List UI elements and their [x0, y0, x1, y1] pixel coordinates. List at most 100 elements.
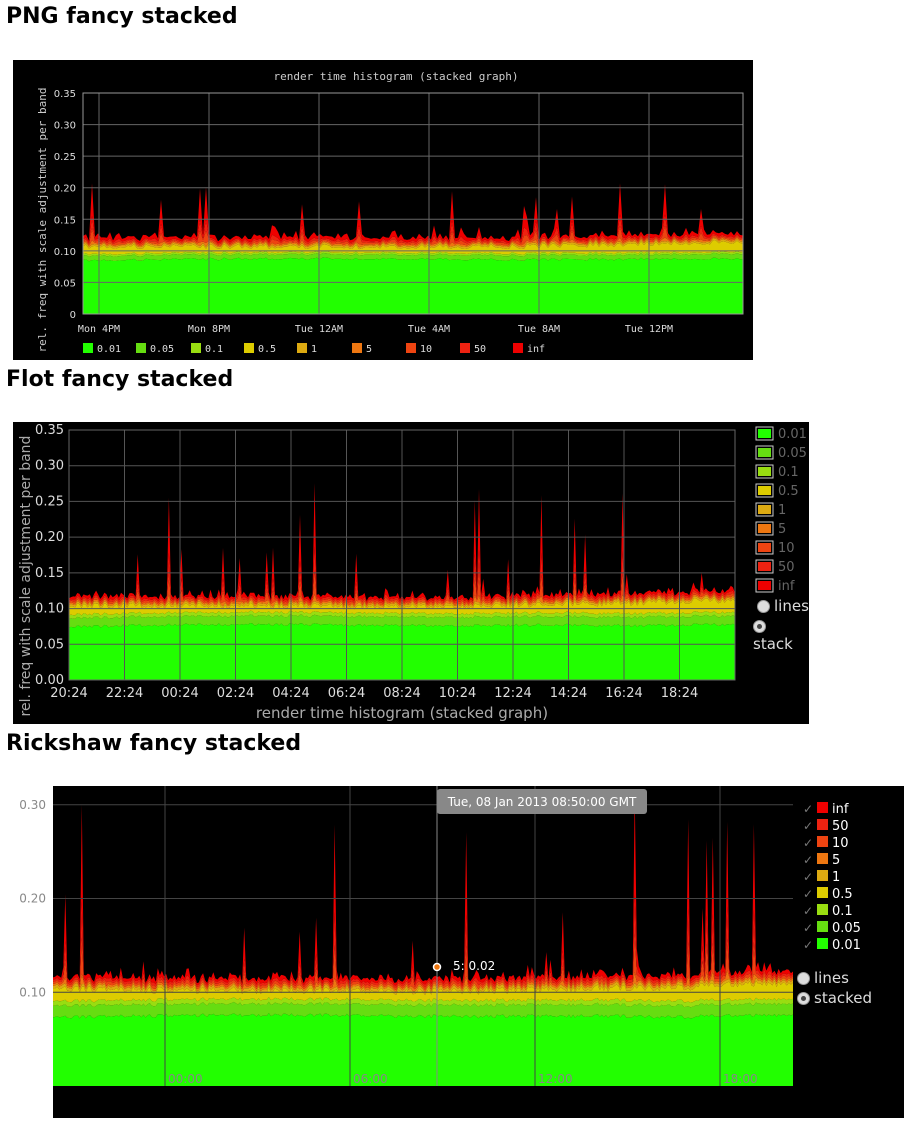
flot-lines-label: lines — [774, 597, 809, 615]
png-x-tick: Tue 4AM — [408, 324, 450, 335]
flot-y-tick: 0.35 — [35, 423, 64, 438]
flot-lines-radio[interactable] — [757, 600, 770, 613]
flot-legend-label: 0.1 — [778, 465, 799, 480]
png-y-tick: 0.35 — [54, 89, 76, 100]
rickshaw-legend-label: 5 — [832, 853, 840, 868]
png-y-tick: 0.05 — [54, 278, 76, 289]
rickshaw-legend-check: ✓ — [803, 938, 813, 952]
rickshaw-legend-swatch-5 — [817, 853, 828, 864]
flot-y-tick: 0.20 — [35, 530, 64, 545]
png-legend-swatch-1 — [297, 343, 307, 353]
flot-x-tick: 20:24 — [50, 686, 87, 701]
png-x-tick: Tue 12AM — [295, 324, 343, 335]
flot-legend-label: 0.05 — [778, 446, 807, 461]
png-legend-label: 0.5 — [258, 344, 276, 355]
rickshaw-legend-swatch-0_5 — [817, 887, 828, 898]
flot-x-tick: 06:24 — [328, 686, 365, 701]
png-frame — [82, 92, 744, 315]
png-x-tick: Mon 4PM — [78, 324, 120, 335]
png-y-tick: 0.10 — [54, 247, 76, 258]
rick-y-tick: 0.10 — [19, 985, 46, 999]
rickshaw-stacked-radio[interactable] — [797, 992, 810, 1005]
flot-chart: render time histogram (stacked graph) re… — [13, 422, 809, 724]
rickshaw-legend-check: ✓ — [803, 921, 813, 935]
rickshaw-legend-label: 1 — [832, 870, 840, 885]
flot-stack-radio[interactable] — [753, 620, 766, 633]
png-legend-swatch-10 — [406, 343, 416, 353]
png-area-0_1 — [83, 251, 743, 257]
png-legend-swatch-50 — [460, 343, 470, 353]
flot-y-tick: 0.10 — [35, 602, 64, 617]
png-background — [13, 60, 753, 360]
flot-legend-label: 10 — [778, 541, 795, 556]
rickshaw-legend-swatch-10 — [817, 836, 828, 847]
png-area-1 — [83, 238, 743, 250]
flot-x-tick: 12:24 — [494, 686, 531, 701]
rickshaw-stacked-label: stacked — [814, 989, 873, 1007]
rickshaw-legend-swatch-inf — [817, 802, 828, 813]
png-y-tick: 0.25 — [54, 152, 76, 163]
rick-y-tick: 0.30 — [19, 798, 46, 812]
flot-legend-label: 1 — [778, 503, 786, 518]
flot-legend-swatch-0_5 — [758, 486, 771, 495]
rick-area-0_1 — [53, 997, 793, 1008]
rickshaw-legend-swatch-0_01 — [817, 938, 828, 949]
png-legend-swatch-0_05 — [136, 343, 146, 353]
flot-section-title: Flot fancy stacked — [6, 367, 234, 392]
rick-area-10 — [53, 933, 793, 991]
rickshaw-legend-label: 10 — [832, 836, 849, 851]
flot-legend-swatch-10 — [758, 543, 771, 552]
flot-stack-option[interactable]: stack — [753, 617, 805, 653]
rickshaw-tooltip: Tue, 08 Jan 2013 08:50:00 GMT — [447, 795, 637, 809]
flot-x-axis-label: render time histogram (stacked graph) — [256, 704, 548, 722]
rickshaw-lines-option[interactable]: lines — [797, 969, 849, 987]
png-y-tick: 0.15 — [54, 215, 76, 226]
flot-legend-swatch-0_01 — [758, 429, 771, 438]
flot-x-tick: 14:24 — [550, 686, 587, 701]
png-legend-swatch-0_01 — [83, 343, 93, 353]
flot-legend-swatch-0_05 — [758, 448, 771, 457]
rickshaw-legend-swatch-1 — [817, 870, 828, 881]
flot-x-tick: 18:24 — [661, 686, 698, 701]
rickshaw-legend-label: 0.01 — [832, 938, 861, 953]
png-x-tick: Mon 8PM — [188, 324, 230, 335]
flot-legend-label: 50 — [778, 560, 795, 575]
flot-lines-option[interactable]: lines — [757, 597, 809, 615]
png-section-title: PNG fancy stacked — [6, 4, 238, 29]
rickshaw-legend-label: inf — [832, 802, 849, 817]
rick-x-tick: 18:00 — [723, 1072, 758, 1086]
rickshaw-legend-check: ✓ — [803, 870, 813, 884]
rickshaw-legend-check: ✓ — [803, 887, 813, 901]
rickshaw-legend-label: 0.1 — [832, 904, 853, 919]
rickshaw-lines-radio[interactable] — [797, 972, 810, 985]
flot-y-tick: 0.15 — [35, 566, 64, 581]
flot-x-tick: 04:24 — [272, 686, 309, 701]
flot-legend-label: 0.5 — [778, 484, 799, 499]
flot-legend-swatch-50 — [758, 562, 771, 571]
png-legend-swatch-inf — [513, 343, 523, 353]
rickshaw-legend-check: ✓ — [803, 904, 813, 918]
flot-chart-svg: render time histogram (stacked graph) re… — [13, 422, 809, 724]
png-legend-label: 50 — [474, 344, 486, 355]
png-legend-label: 0.05 — [150, 344, 174, 355]
flot-x-tick: 00:24 — [161, 686, 198, 701]
png-legend-label: 10 — [420, 344, 432, 355]
rick-area-1 — [53, 977, 793, 996]
rickshaw-lines-label: lines — [814, 969, 849, 987]
png-y-tick: 0.30 — [54, 121, 76, 132]
png-x-tick: Tue 12PM — [625, 324, 673, 335]
rickshaw-legend-swatch-0_1 — [817, 904, 828, 915]
rickshaw-stacked-option[interactable]: stacked — [797, 989, 872, 1007]
flot-legend-label: 5 — [778, 522, 786, 537]
rickshaw-legend-label: 0.5 — [832, 887, 853, 902]
png-y-tick: 0.20 — [54, 184, 76, 195]
png-y-tick: 0 — [70, 310, 76, 321]
rickshaw-section-title: Rickshaw fancy stacked — [6, 731, 302, 756]
flot-legend-swatch-inf — [758, 581, 771, 590]
png-x-tick: Tue 8AM — [518, 324, 560, 335]
png-legend-label: inf — [527, 344, 545, 355]
png-legend-label: 0.01 — [97, 344, 121, 355]
rickshaw-legend-check: ✓ — [803, 836, 813, 850]
flot-area-inf — [69, 483, 735, 603]
